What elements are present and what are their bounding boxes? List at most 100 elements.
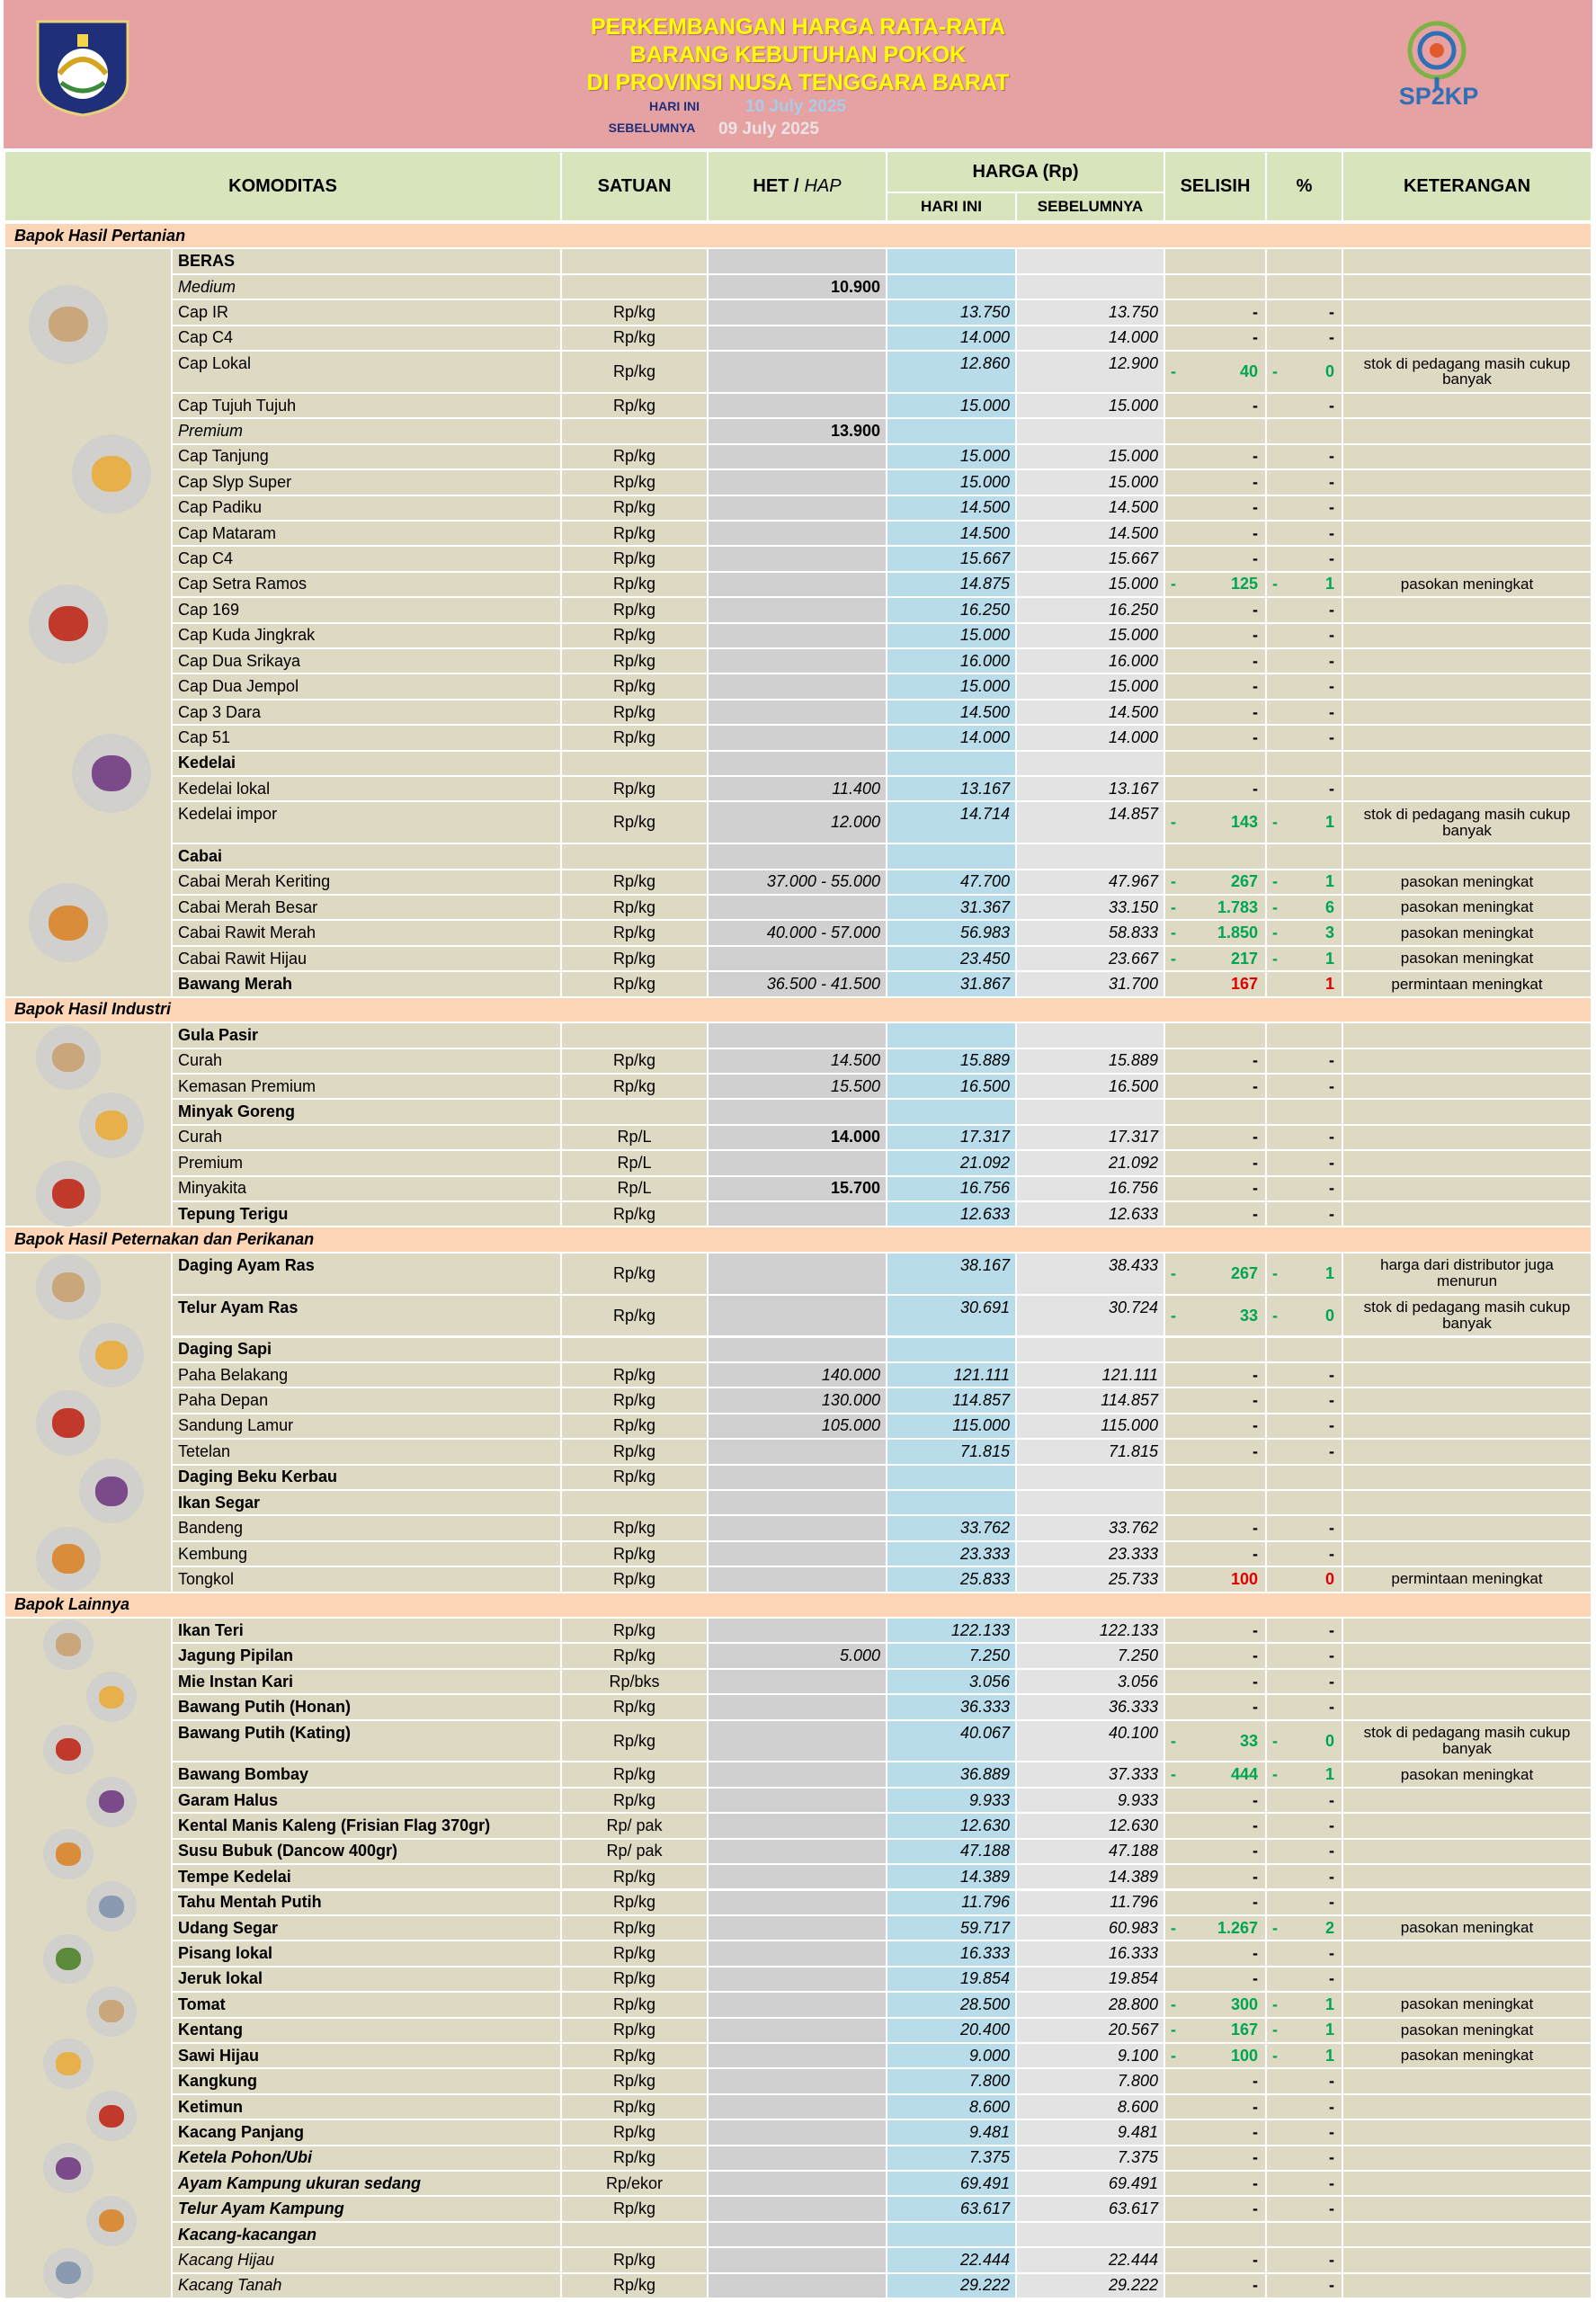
cell: [709, 2146, 886, 2170]
cell-text: 12.860: [959, 354, 1010, 373]
icon-shape: [56, 2262, 81, 2285]
cell-text: -: [1329, 600, 1334, 619]
cell: -0: [1267, 1720, 1342, 1762]
cell: 38.433: [1017, 1253, 1164, 1294]
cell: [709, 352, 886, 392]
cell: [1165, 844, 1265, 869]
cell: [1017, 844, 1164, 869]
cell: -1: [1267, 572, 1342, 597]
cell-text: -: [1253, 523, 1258, 542]
cell: Kedelai lokal: [173, 776, 560, 801]
cell: pasokan meningkat: [1343, 572, 1591, 597]
cell: 9.481: [1017, 2120, 1164, 2145]
cell-text: Cap IR: [178, 302, 229, 321]
today-label: HARI INI: [649, 99, 700, 113]
cell: Rp/kg: [562, 1762, 707, 1787]
cell: 9.100: [1017, 2043, 1164, 2068]
cell-text: Rp/kg: [612, 1944, 656, 1963]
cell: [1343, 1967, 1591, 1992]
cell: 40.067: [887, 1720, 1015, 1762]
cell: -1: [1267, 1253, 1342, 1294]
cell-text: 267: [1230, 872, 1258, 891]
cell: Daging Sapi: [173, 1337, 560, 1361]
cell: 15.000: [1017, 393, 1164, 418]
cell-text: Tongkol: [178, 1569, 235, 1588]
cell: Rp/kg: [562, 1048, 707, 1073]
cell-text: Premium: [178, 1153, 244, 1172]
cell-text: Cap 51: [178, 727, 231, 746]
cell-text: Rp/kg: [612, 727, 656, 746]
cell: 15.000: [887, 444, 1015, 469]
cell: [1343, 1490, 1591, 1515]
icon-shape: [56, 1633, 81, 1656]
cell-text: 16.333: [1108, 1944, 1158, 1963]
cell: [1343, 1176, 1591, 1200]
cell-text: -: [1171, 362, 1176, 380]
cell: Rp/kg: [562, 802, 707, 843]
cell: -: [1165, 598, 1265, 622]
cell: [709, 674, 886, 699]
cell: Tetelan: [173, 1440, 560, 1464]
cell-text: Minyakita: [178, 1179, 247, 1198]
cell-text: -: [1253, 396, 1258, 415]
cell: [1343, 1890, 1591, 1914]
cell: Cap 169: [173, 598, 560, 622]
cell-text: -: [1329, 2072, 1334, 2091]
cell-text: Cap Tujuh Tujuh: [178, 396, 297, 415]
cell: -: [1267, 1890, 1342, 1914]
cell: 122.133: [887, 1618, 1015, 1643]
cell: -: [1165, 1541, 1265, 1566]
cell-text: 12.000: [830, 813, 880, 832]
cell: [1343, 726, 1591, 750]
cell: 36.500 - 41.500: [709, 972, 886, 996]
cell-text: -: [1329, 2097, 1334, 2116]
cell: 17.317: [1017, 1125, 1164, 1150]
cell: 122.133: [1017, 1618, 1164, 1643]
commodity-icon: [78, 1322, 145, 1388]
icon-shape: [92, 456, 131, 492]
cell-text: 8.600: [968, 2097, 1010, 2116]
cell: [1343, 2146, 1591, 2170]
cell-text: Rp/kg: [612, 1765, 656, 1784]
cell-text: -: [1253, 1790, 1258, 1809]
cell-text: -: [1329, 702, 1334, 721]
cell: Rp/kg: [562, 1941, 707, 1966]
cell: 11.400: [709, 776, 886, 801]
cell-text: -: [1329, 1519, 1334, 1538]
cell-text: Cap Dua Srikaya: [178, 651, 301, 670]
cell-text: Rp/kg: [612, 1697, 656, 1716]
cell-text: 15.000: [959, 626, 1010, 645]
cell: pasokan meningkat: [1343, 946, 1591, 971]
cell-text: -: [1329, 727, 1334, 746]
cell-text: 33.762: [959, 1519, 1010, 1538]
cell: Ikan Segar: [173, 1490, 560, 1515]
cell: [1165, 2222, 1265, 2247]
cell: [1165, 249, 1265, 273]
cell-text: 7.250: [968, 1646, 1010, 1665]
cell: Rp/kg: [562, 1993, 707, 2017]
cell-text: 71.815: [959, 1441, 1010, 1460]
cell: [1343, 1201, 1591, 1227]
icon-shape: [56, 2052, 81, 2075]
cell-text: 14.714: [959, 805, 1010, 824]
cell: [1343, 2120, 1591, 2145]
cell: 15.000: [1017, 674, 1164, 699]
cell-text: -: [1253, 626, 1258, 645]
cell: -: [1267, 2069, 1342, 2093]
cell-text: %: [1296, 175, 1313, 196]
cell: 14.389: [887, 1865, 1015, 1889]
cell: Bawang Putih (Kating): [173, 1720, 560, 1762]
cell: 16.756: [887, 1176, 1015, 1200]
cell: Rp/kg: [562, 870, 707, 895]
cell: Rp/ pak: [562, 1814, 707, 1838]
cell: - 40: [1165, 352, 1265, 392]
cell: 114.857: [1017, 1388, 1164, 1413]
cell: 14.857: [1017, 802, 1164, 843]
cell-text: -: [1253, 1944, 1258, 1963]
cell-text: Udang Segar: [178, 1918, 279, 1937]
cell: Rp/kg: [562, 1440, 707, 1464]
cell-text: 31.367: [959, 897, 1010, 916]
cell-text: Rp/kg: [612, 677, 656, 696]
icon-shape: [94, 1111, 129, 1141]
cell: [709, 1788, 886, 1813]
